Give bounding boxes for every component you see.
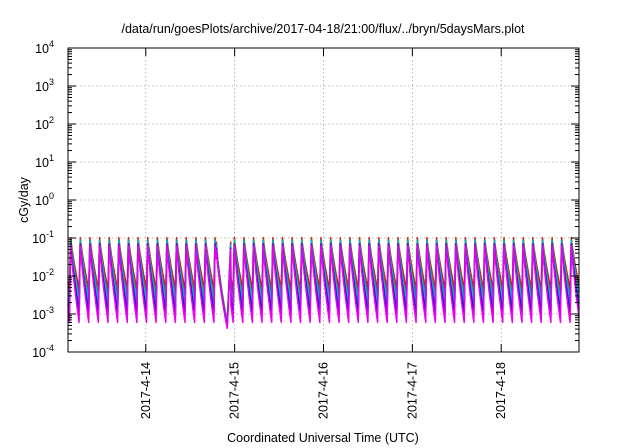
y-tick-exponent: -1 [46,229,54,239]
y-tick-exponent: 2 [49,115,54,125]
y-tick-label: 10-3 [32,305,54,322]
y-tick-exponent: -3 [46,305,54,315]
x-tick-label: 2017-4-17 [405,362,419,419]
y-tick-label: 10-1 [32,229,54,246]
y-tick-label: 103 [35,77,54,94]
y-tick-exponent: -2 [46,267,54,277]
y-tick-label: 101 [35,153,54,170]
x-tick-label: 2017-4-14 [139,362,153,419]
y-tick-label: 104 [35,39,54,56]
x-axis-label: Coordinated Universal Time (UTC) [227,431,419,445]
x-tick-label: 2017-4-15 [228,362,242,419]
axis-ticks [68,47,579,353]
x-tick-label: 2017-4-16 [317,362,331,419]
chart-title: /data/run/goesPlots/archive/2017-04-18/2… [121,22,525,36]
series-layer [67,236,580,330]
y-tick-exponent: -4 [46,343,54,353]
y-tick-exponent: 1 [49,153,54,163]
x-tick-label: 2017-4-18 [494,362,508,419]
y-tick-exponent: 0 [49,191,54,201]
y-tick-exponent: 4 [49,39,54,49]
y-tick-exponent: 3 [49,77,54,87]
series-line [67,245,580,330]
y-tick-label: 102 [35,115,54,132]
y-tick-label: 100 [35,191,54,208]
y-tick-label: 10-4 [32,343,54,360]
y-axis-label: cGy/day [17,176,31,223]
y-tick-label: 10-2 [32,267,54,284]
x-tick-labels: 2017-4-14 2017-4-15 2017-4-16 2017-4-17 2017… [139,362,508,419]
